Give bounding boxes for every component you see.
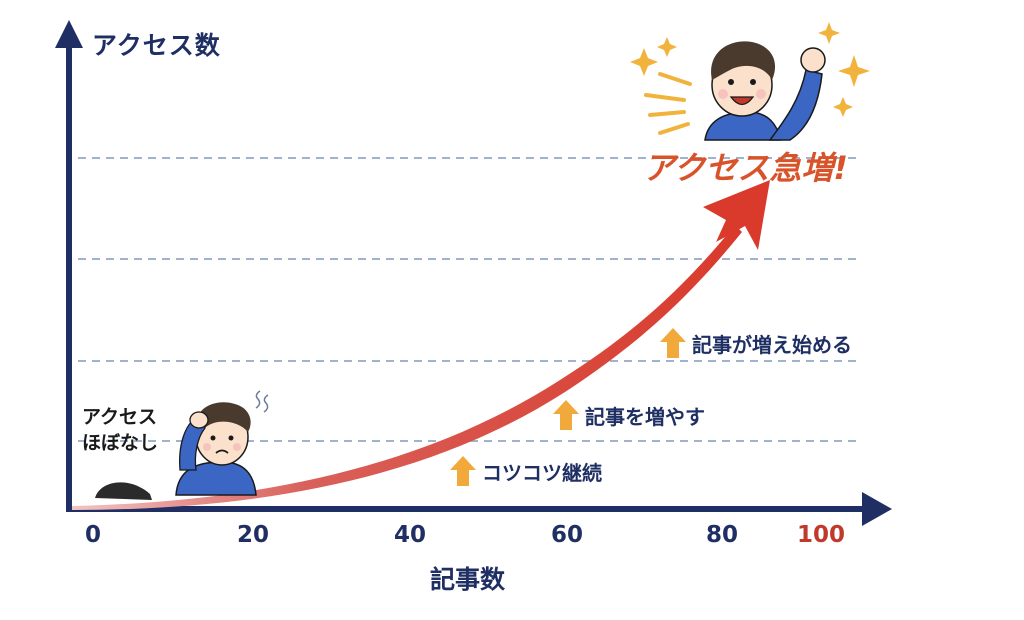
- surge-label: アクセス急増!: [643, 149, 848, 187]
- up-arrow-icon: [450, 456, 476, 486]
- y-axis: [55, 20, 83, 512]
- curve-arrowhead-icon: [703, 180, 770, 250]
- sparkle-icon: [838, 55, 870, 87]
- sparkle-icon: [818, 22, 840, 44]
- up-arrow-icon: [553, 400, 579, 430]
- up-arrow-icon: [660, 328, 686, 358]
- x-tick-40: 40: [393, 522, 427, 548]
- sparkle-icon: [833, 97, 853, 117]
- rock-icon: [95, 482, 152, 500]
- step-increase: 記事を増やす: [553, 400, 705, 430]
- emphasis-lines: [644, 72, 692, 135]
- x-tick-20: 20: [236, 522, 270, 548]
- x-axis: [66, 492, 892, 526]
- step-continue: コツコツ継続: [450, 456, 602, 486]
- y-axis-arrowhead-icon: [55, 20, 83, 48]
- x-tick-80: 80: [705, 522, 739, 548]
- happy-person-icon: [704, 41, 826, 141]
- step-continue-label: コツコツ継続: [482, 460, 602, 485]
- step-increase-label: 記事を増やす: [585, 404, 705, 429]
- no-access-label: アクセス ほぼなし: [82, 406, 159, 454]
- step-starting-label: 記事が増え始める: [692, 332, 852, 357]
- sweat-icon: [255, 390, 269, 413]
- x-tick-0: 0: [84, 522, 102, 548]
- worried-person-icon: [175, 390, 269, 496]
- x-axis-arrowhead-icon: [862, 492, 892, 526]
- growth-curve-arrow: [72, 180, 770, 510]
- y-axis-title: アクセス数: [92, 31, 221, 60]
- sparkles: [630, 22, 870, 117]
- sparkle-icon: [657, 37, 677, 57]
- x-axis-title: 記事数: [430, 565, 506, 594]
- sparkle-icon: [630, 48, 658, 76]
- x-tick-100: 100: [796, 522, 846, 548]
- fist-icon: [800, 47, 826, 73]
- step-starting: 記事が増え始める: [660, 328, 852, 358]
- x-tick-60: 60: [550, 522, 584, 548]
